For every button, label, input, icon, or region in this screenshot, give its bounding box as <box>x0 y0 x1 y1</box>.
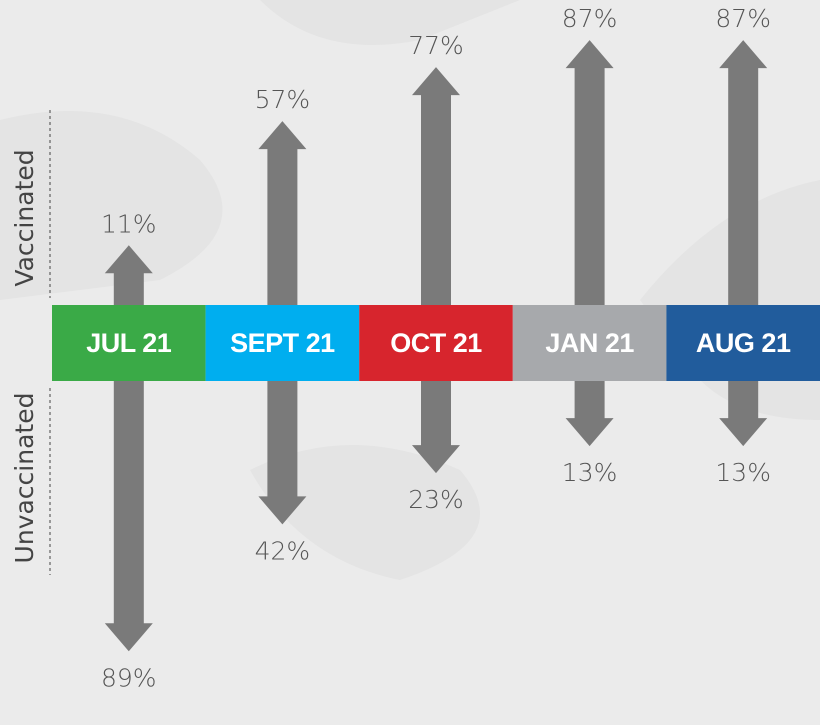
arrow <box>565 381 614 447</box>
arrow <box>104 245 153 305</box>
category-band <box>512 305 667 381</box>
category-label: OCT 21 <box>390 328 482 358</box>
value-label: 89% <box>101 663 157 692</box>
arrow <box>104 381 153 652</box>
value-label: 11% <box>101 209 157 238</box>
value-label: 42% <box>255 536 311 565</box>
arrow <box>412 381 460 474</box>
value-label: 87% <box>715 4 771 33</box>
map-shape <box>0 0 820 580</box>
series-label: Vaccinated <box>10 149 39 286</box>
category-label: SEPT 21 <box>230 328 335 358</box>
category-band <box>666 305 820 381</box>
category-label: AUG 21 <box>696 328 791 358</box>
series-label: Unvaccinated <box>10 393 39 564</box>
value-label: 77% <box>408 31 464 60</box>
arrow <box>258 381 307 525</box>
category-band <box>359 305 513 381</box>
value-label: 57% <box>255 85 311 114</box>
arrow <box>565 40 614 305</box>
arrow <box>258 121 307 305</box>
arrow <box>412 67 460 305</box>
arrow <box>719 381 768 447</box>
category-label: JAN 21 <box>545 328 634 358</box>
value-label: 13% <box>715 458 771 487</box>
arrow <box>719 40 768 305</box>
value-label: 23% <box>408 485 464 514</box>
value-label: 87% <box>562 4 618 33</box>
category-band <box>205 305 360 381</box>
category-label: JUL 21 <box>86 328 172 358</box>
value-label: 13% <box>562 458 618 487</box>
category-band <box>52 305 206 381</box>
